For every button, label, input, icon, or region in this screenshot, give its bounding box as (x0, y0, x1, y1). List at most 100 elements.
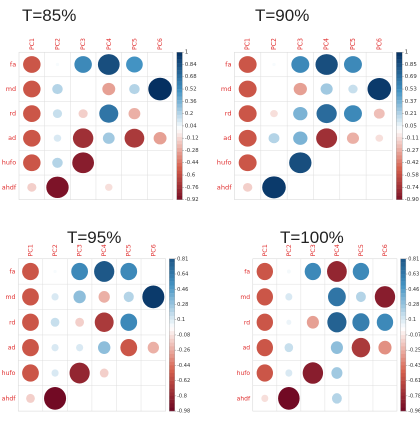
colorbar-segment (396, 184, 403, 189)
colorbar-segment (169, 407, 175, 412)
colorbar-segment (169, 388, 175, 393)
row-label: fa (10, 268, 16, 275)
colorbar-segment (396, 151, 403, 156)
corr-circle (94, 261, 115, 282)
column-label: PC5 (358, 244, 365, 256)
colorbar-tick-label: 0.37 (405, 99, 417, 105)
corr-circle (97, 54, 120, 75)
colorbar-segment (169, 380, 175, 385)
colorbar-segment (396, 192, 403, 197)
colorbar-segment (396, 74, 403, 79)
corr-circle (73, 290, 86, 304)
colorbar-segment (396, 188, 403, 193)
colorbar-segment (400, 373, 406, 378)
corr-circle (331, 393, 342, 404)
colorbar-segment (176, 52, 183, 57)
row-label: ad (243, 345, 251, 352)
row-label: fa (244, 268, 250, 275)
colorbar-segment (176, 96, 183, 101)
corr-circle (129, 84, 140, 95)
colorbar-tick-label: 0.85 (405, 62, 417, 68)
colorbar-segment (169, 281, 175, 286)
colorbar-segment (400, 353, 406, 358)
panel-title-95: T=95% (67, 228, 122, 247)
colorbar-segment (176, 140, 183, 145)
corr-circle (291, 56, 310, 73)
corr-circle (23, 56, 41, 73)
corr-circle (268, 133, 280, 144)
colorbar-segment (400, 403, 406, 408)
colorbar-tick-label: -0.08 (177, 332, 190, 338)
column-label: PC2 (270, 38, 278, 50)
colorbar-segment (400, 365, 406, 370)
corr-circle (346, 132, 360, 144)
panel-title-85: T=85% (22, 6, 77, 25)
corr-circle (320, 83, 333, 95)
corr-circle (293, 106, 308, 121)
row-label: ahdf (217, 183, 233, 191)
colorbar-segment (169, 323, 175, 328)
colorbar-segment (396, 181, 403, 186)
colorbar-segment (176, 85, 183, 90)
corr-circle (348, 84, 358, 94)
colorbar-segment (169, 346, 175, 351)
colorbar-segment (396, 177, 403, 182)
corr-circle (72, 152, 95, 174)
colorbar-tick-label: 0.04 (185, 123, 198, 129)
corrplot-90: PC1 PC2 PC3 PC4 PC5 PC6 fa md rd ad hufo ahdf 1 0.85 0… (217, 38, 420, 203)
colorbar-tick-label: -0.42 (405, 160, 419, 166)
colorbar-tick-label: 1 (405, 50, 408, 56)
corr-circle (289, 152, 312, 174)
colorbar-tick-label: -0.96 (408, 409, 420, 415)
colorbar-segment (400, 296, 406, 301)
colorbar-tick-label: 1 (185, 50, 188, 56)
colorbar-segment (176, 181, 183, 186)
corr-circle (23, 105, 41, 123)
colorbar-segment (176, 166, 183, 171)
colorbar-segment (176, 125, 183, 130)
corr-circle (352, 262, 370, 281)
corr-circle (123, 291, 134, 303)
colorbar-segment (176, 170, 183, 175)
colorbar-segment (176, 155, 183, 160)
colorbar-tick-label: 0.46 (177, 287, 188, 293)
colorbar-segment (169, 304, 175, 309)
colorbar-tick-label: -0.26 (177, 348, 190, 354)
column-label: PC5 (349, 38, 357, 50)
colorbar-segment (400, 384, 406, 389)
corr-circle (120, 313, 138, 331)
colorbar-tick-label: -0.12 (185, 136, 199, 142)
row-label: hufo (217, 159, 232, 167)
colorbar-tick-label: -0.25 (408, 348, 420, 354)
corr-circle (293, 131, 308, 145)
corr-circle (99, 368, 109, 378)
corr-circle (256, 262, 274, 281)
corr-circle (22, 288, 39, 306)
colorbar-segment (400, 327, 406, 332)
corr-circle (98, 291, 110, 303)
colorbar-tick-label: 0.1 (408, 317, 416, 323)
colorbar-segment (169, 395, 175, 400)
colorbar-tick-label: 0.52 (185, 87, 197, 93)
corr-circle (75, 317, 85, 327)
colorbar-segment (400, 407, 406, 412)
corr-circle (278, 387, 300, 410)
corr-circle (26, 393, 35, 403)
colorbar-segment (169, 289, 175, 294)
colorbar-segment (176, 188, 183, 193)
column-label: PC6 (150, 244, 157, 256)
corr-circle (261, 394, 269, 403)
corr-circle (238, 56, 257, 73)
colorbar-segment (176, 129, 183, 134)
colorbar-segment (396, 133, 403, 138)
colorbar-segment (400, 357, 406, 362)
colorbar-tick-label: -0.62 (177, 378, 190, 384)
corr-circle (376, 313, 394, 331)
corr-circle (330, 341, 343, 355)
colorbar-segment (396, 100, 403, 104)
corr-circle (256, 313, 274, 331)
corr-circle (120, 338, 138, 357)
corr-circle (316, 128, 338, 148)
row-label: md (240, 294, 250, 301)
colorbar-segment (400, 346, 406, 351)
